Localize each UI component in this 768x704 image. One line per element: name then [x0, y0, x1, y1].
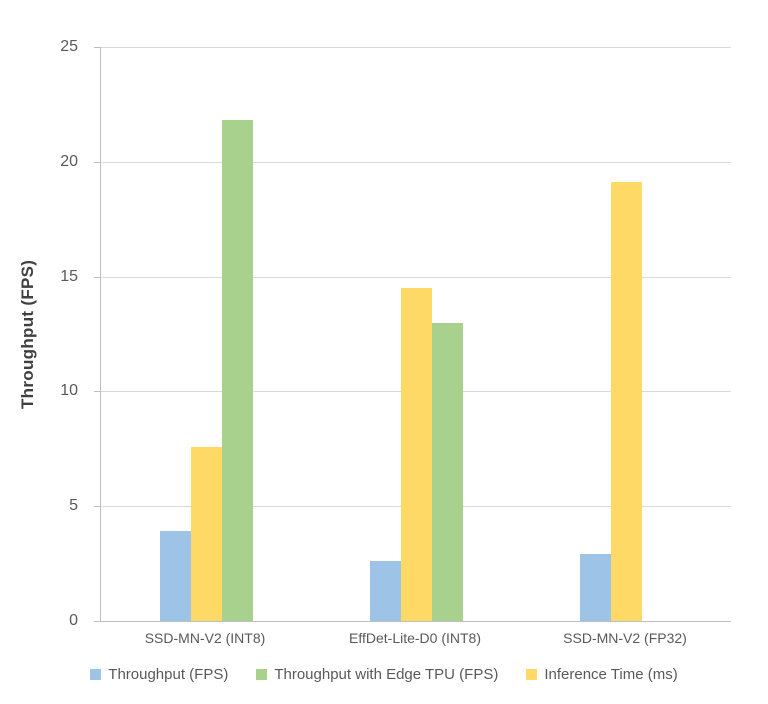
- legend-label: Inference Time (ms): [544, 666, 678, 683]
- bar: [221, 120, 253, 621]
- y-axis-tick: [94, 391, 100, 393]
- bar-group: [101, 47, 311, 621]
- y-tick-label: 25: [60, 38, 78, 55]
- legend-item: Throughput (FPS): [90, 666, 228, 683]
- gridline: [101, 161, 731, 163]
- legend-item: Throughput with Edge TPU (FPS): [256, 666, 498, 683]
- bar: [159, 531, 191, 621]
- y-axis-tick: [94, 276, 100, 278]
- y-axis-tick: [94, 161, 100, 163]
- legend-label: Throughput with Edge TPU (FPS): [274, 666, 499, 683]
- y-tick-label: 20: [60, 152, 78, 170]
- x-category-label: EffDet-Lite-D0 (INT8): [349, 630, 481, 646]
- legend-swatch: [90, 669, 102, 680]
- legend-item: Inference Time (ms): [526, 666, 678, 683]
- x-axis-labels: SSD-MN-V2 (INT8) EffDet-Lite-D0 (INT8) SSD…: [100, 630, 730, 646]
- bar-group: [521, 47, 731, 621]
- legend-swatch: [526, 669, 538, 680]
- y-tick-label: 10: [60, 382, 78, 400]
- bar-group: [311, 47, 521, 621]
- bar: [369, 561, 401, 621]
- legend-swatch: [256, 669, 268, 680]
- legend: Throughput (FPS) Throughput with Edge TPU…: [0, 666, 768, 683]
- bar: [400, 288, 432, 621]
- x-category-label: SSD-MN-V2 (FP32): [563, 630, 687, 646]
- bar: [190, 446, 222, 621]
- y-tick-label: 5: [69, 497, 78, 515]
- y-axis-tick: [94, 621, 100, 622]
- y-axis-tick-labels: 0 5 10 15 20 25: [0, 38, 88, 629]
- y-axis-tick: [94, 47, 100, 48]
- x-category-label: SSD-MN-V2 (INT8): [144, 630, 266, 646]
- y-tick-label: 0: [69, 612, 78, 629]
- bar-groups: [101, 47, 731, 621]
- bar: [431, 322, 463, 621]
- gridline: [101, 276, 731, 278]
- legend-label: Throughput (FPS): [108, 666, 229, 683]
- bar: [610, 182, 642, 621]
- bar: [579, 554, 611, 621]
- gridline: [101, 47, 731, 48]
- y-axis-tick: [94, 506, 100, 508]
- y-tick-label: 15: [60, 267, 78, 285]
- plot-area: [94, 47, 731, 622]
